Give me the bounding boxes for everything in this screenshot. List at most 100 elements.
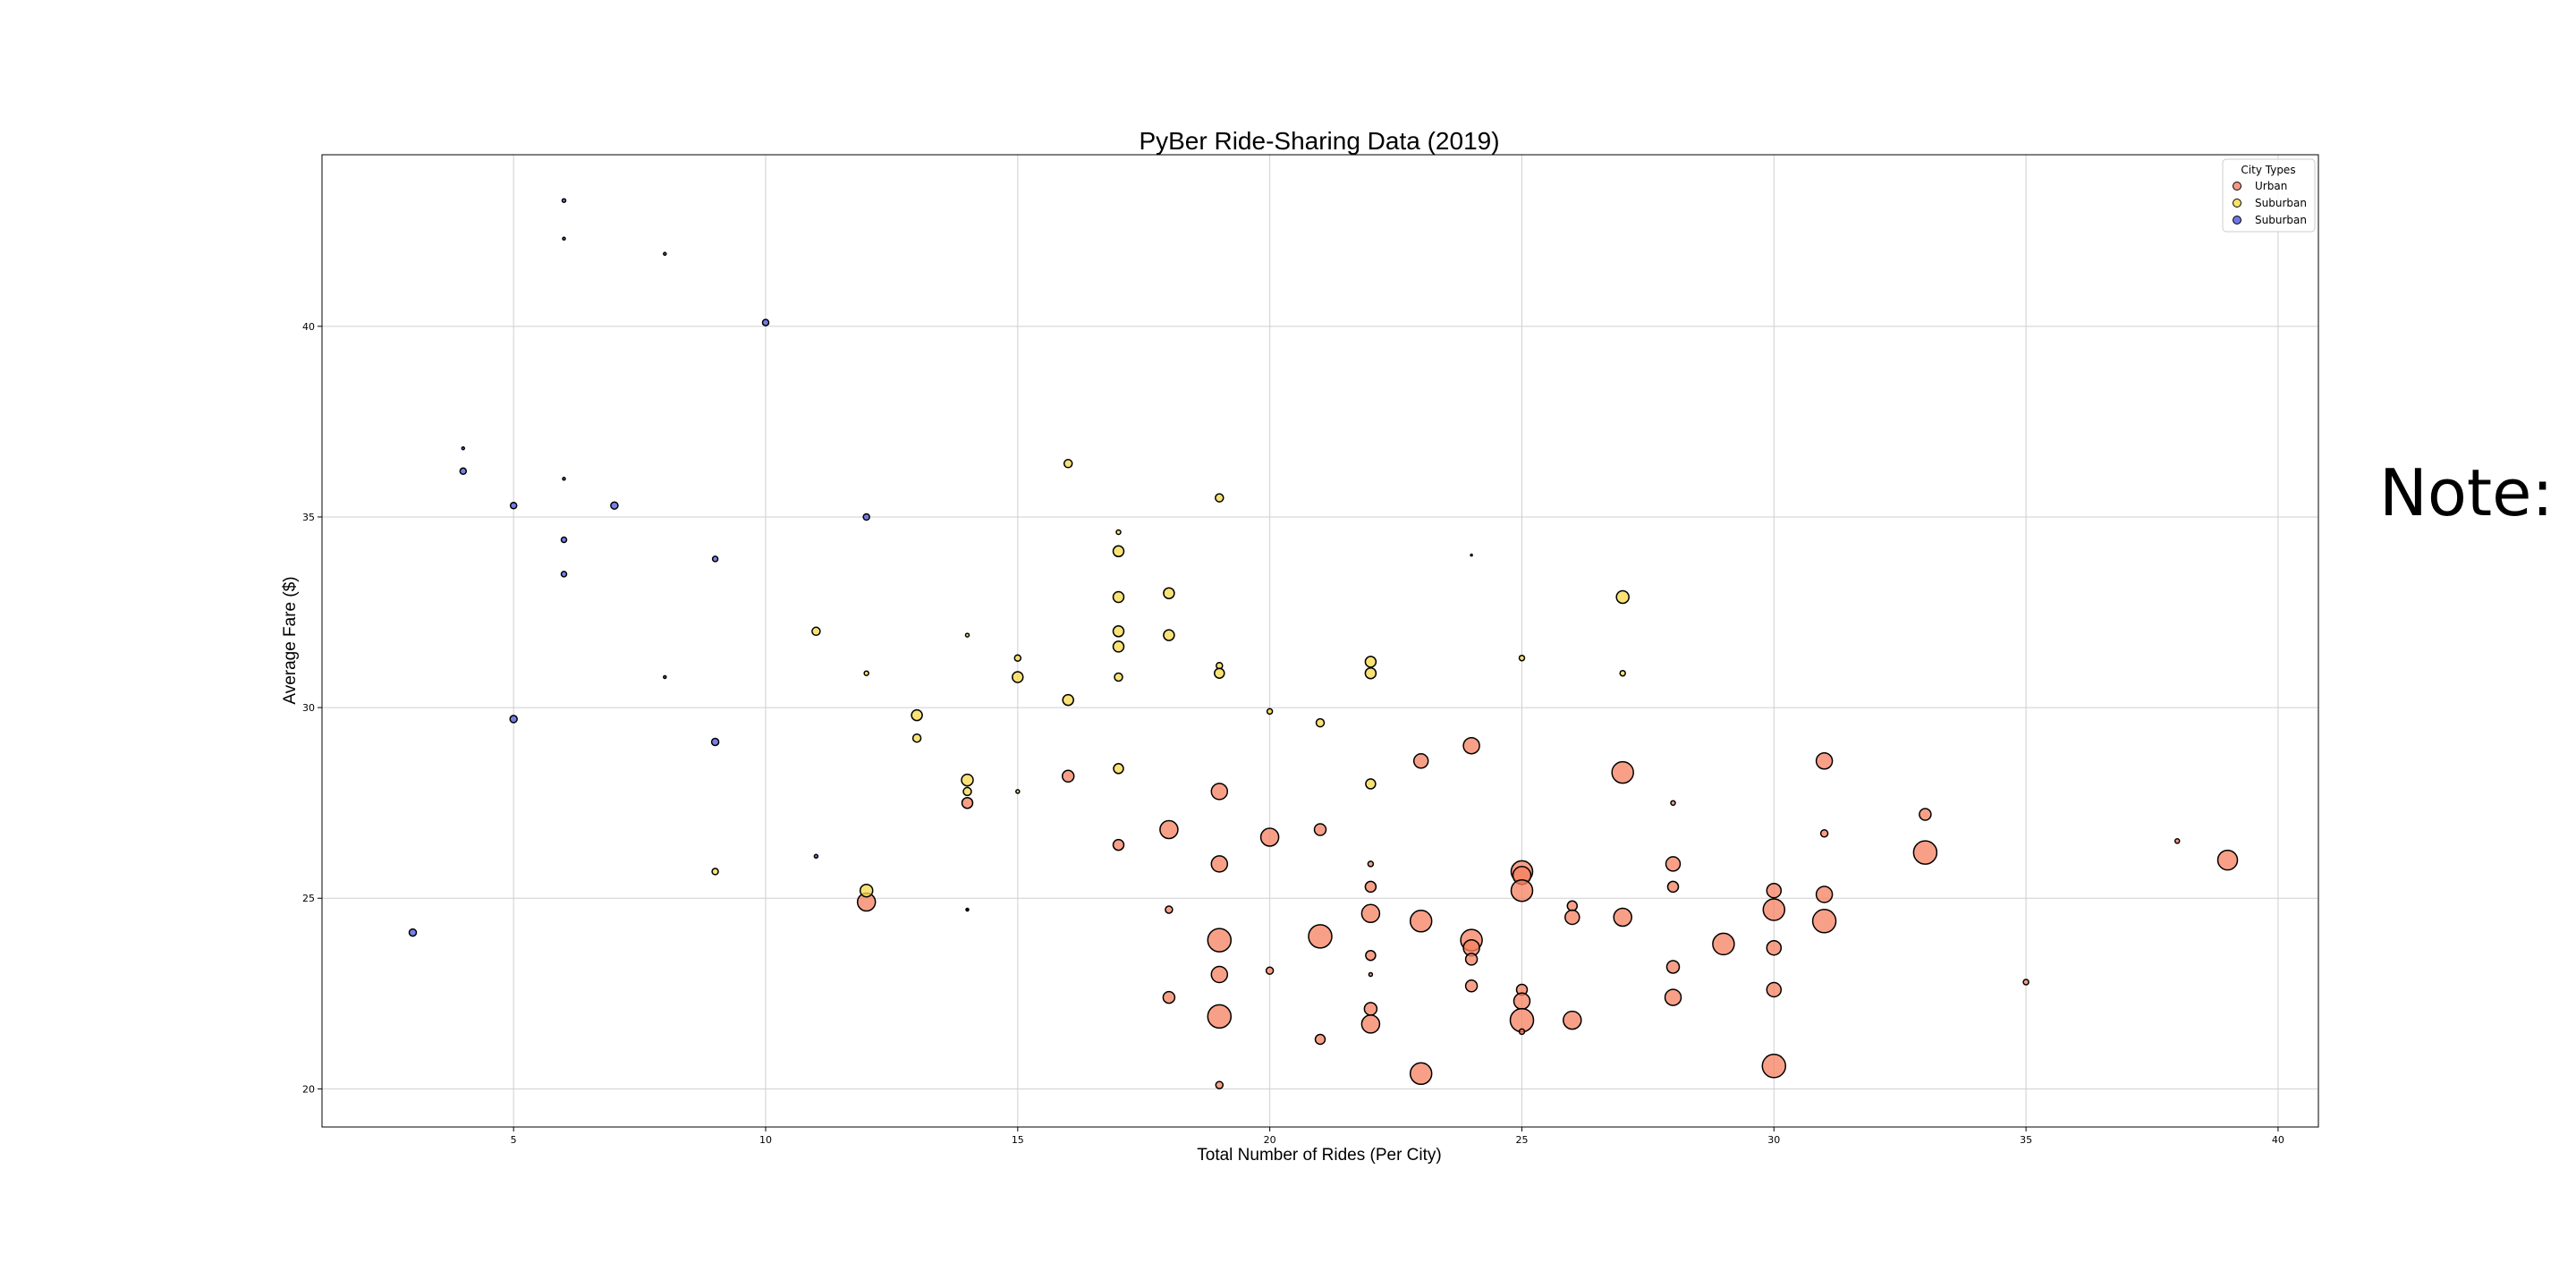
urban-point <box>961 796 974 809</box>
suburban-blue-point <box>710 737 720 747</box>
suburban-blue-point <box>965 908 970 911</box>
suburban-yellow-point <box>962 786 972 797</box>
suburban-blue-point <box>461 445 466 451</box>
x-tick-label: 15 <box>1012 1134 1024 1146</box>
urban-point <box>1819 829 1829 838</box>
suburban-blue-point <box>761 318 770 326</box>
urban-point <box>1513 992 1531 1011</box>
urban-point <box>1365 949 1377 962</box>
suburban-blue-point <box>610 501 619 510</box>
suburban-yellow-point <box>1364 666 1377 680</box>
suburban-blue-point <box>459 467 468 476</box>
urban-point <box>1815 886 1834 903</box>
suburban-blue-point <box>562 236 566 242</box>
suburban-yellow-point <box>1112 625 1125 638</box>
urban-point <box>1313 823 1327 836</box>
suburban-yellow-point <box>1115 529 1122 536</box>
x-tick-label: 20 <box>1264 1134 1276 1146</box>
urban-point <box>1409 1062 1433 1086</box>
y-gridlines <box>322 326 2318 1089</box>
urban-point <box>1210 965 1229 984</box>
urban-point <box>1518 1028 1526 1036</box>
suburban-yellow-point <box>911 708 923 722</box>
urban-point <box>1360 1014 1381 1034</box>
x-axis-ticks: 5 10 15 20 25 30 35 40 <box>511 1127 2284 1146</box>
y-tick-label: 35 <box>302 512 315 523</box>
suburban-yellow-point <box>1163 629 1175 641</box>
suburban-yellow-point <box>1364 656 1377 668</box>
suburban-blue-point <box>408 928 418 937</box>
urban-point <box>1368 971 1374 978</box>
urban-point <box>1762 898 1786 921</box>
suburban-blue-point <box>509 715 518 724</box>
suburban-yellow-point <box>1012 671 1024 683</box>
plot-background <box>322 155 2318 1127</box>
suburban-blue-point <box>509 501 518 510</box>
urban-point <box>1912 840 1938 865</box>
urban-point <box>1207 928 1233 953</box>
urban-point <box>1165 905 1174 914</box>
urban-point <box>1766 939 1783 956</box>
suburban-yellow-point <box>1114 672 1123 682</box>
suburban-blue-point <box>560 571 568 578</box>
x-gridlines <box>513 155 2279 1127</box>
suburban-yellow-point <box>1215 493 1224 503</box>
suburban-yellow-point <box>911 733 922 743</box>
x-axis-label: Total Number of Rides (Per City) <box>1197 1146 1441 1165</box>
urban-point <box>1761 1054 1787 1079</box>
suburban-blue-point <box>862 513 870 521</box>
suburban-yellow-point <box>1619 669 1626 677</box>
suburban-yellow-point <box>859 883 874 898</box>
urban-point <box>1162 990 1176 1004</box>
urban-point <box>1464 953 1479 966</box>
note-text: Note: ( <box>2379 455 2576 530</box>
suburban-blue-point <box>663 251 667 257</box>
legend-marker-suburban-blue <box>2233 216 2241 225</box>
urban-point <box>1611 760 1634 784</box>
suburban-yellow-point <box>1063 459 1073 469</box>
urban-point <box>1215 1080 1224 1089</box>
suburban-yellow-point <box>1615 589 1630 605</box>
urban-point <box>2174 838 2181 844</box>
suburban-yellow-point <box>961 773 974 787</box>
legend-marker-urban <box>2233 182 2241 191</box>
suburban-yellow-point <box>1365 778 1377 790</box>
urban-point <box>1364 880 1377 894</box>
x-tick-label: 30 <box>1767 1134 1780 1146</box>
urban-point <box>2022 979 2029 986</box>
x-tick-label: 35 <box>2020 1134 2032 1146</box>
urban-point <box>1210 783 1229 801</box>
urban-point <box>2216 849 2239 871</box>
legend-label-suburban-blue: Suburban <box>2255 214 2307 226</box>
legend-title: City Types <box>2241 164 2295 176</box>
urban-point <box>1919 808 1932 821</box>
suburban-yellow-point <box>1518 654 1526 662</box>
y-tick-label: 25 <box>302 893 315 904</box>
urban-point <box>1670 800 1676 806</box>
suburban-blue-point <box>711 555 719 563</box>
suburban-yellow-point <box>1315 717 1326 728</box>
chart-title: PyBer Ride-Sharing Data (2019) <box>1139 127 1499 155</box>
legend-label-suburban-yellow: Suburban <box>2255 197 2307 209</box>
urban-point <box>1665 856 1682 872</box>
suburban-yellow-point <box>1013 654 1022 662</box>
legend: City Types Urban Suburban Suburban <box>2222 158 2316 233</box>
urban-point <box>1766 981 1783 998</box>
urban-point <box>1259 827 1280 847</box>
legend-marker-suburban-yellow <box>2233 199 2241 208</box>
suburban-blue-point <box>561 198 567 203</box>
x-tick-label: 10 <box>759 1134 772 1146</box>
suburban-yellow-point <box>711 868 719 876</box>
y-axis-label: Average Fare ($) <box>281 576 300 704</box>
suburban-yellow-point <box>1113 763 1124 775</box>
y-tick-label: 40 <box>302 321 315 333</box>
urban-point <box>1462 736 1480 755</box>
x-tick-label: 25 <box>1515 1134 1528 1146</box>
suburban-yellow-point <box>1214 667 1225 679</box>
suburban-blue-point <box>1470 553 1473 557</box>
urban-point <box>1061 769 1075 784</box>
urban-point <box>1210 855 1229 873</box>
suburban-yellow-point <box>1266 708 1274 716</box>
data-points <box>408 198 2239 1089</box>
